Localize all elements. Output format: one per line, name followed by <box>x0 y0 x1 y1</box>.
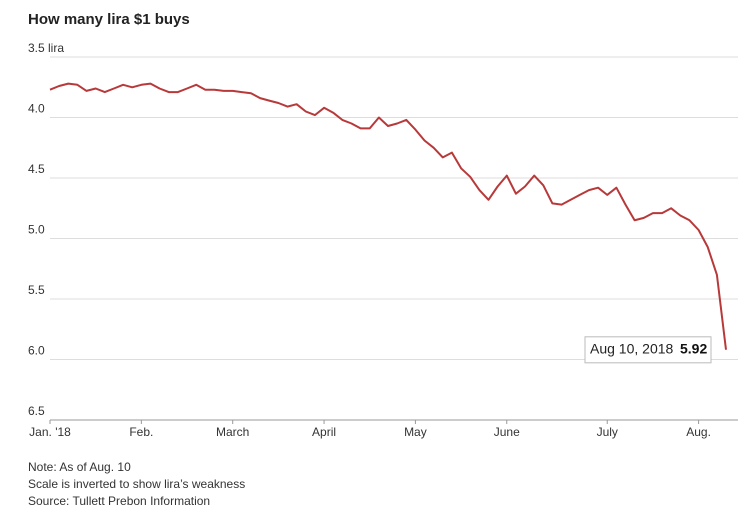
y-tick-label: 6.5 <box>28 404 45 418</box>
y-tick-label: 4.5 <box>28 162 45 176</box>
annotation-box <box>584 336 712 364</box>
x-tick-label: Feb. <box>129 425 153 439</box>
x-tick-label: July <box>597 425 618 439</box>
y-tick-label: 5.0 <box>28 223 45 237</box>
y-tick-label: 3.5 lira <box>28 41 64 55</box>
chart-title: How many lira $1 buys <box>28 11 190 28</box>
y-tick-label: 5.5 <box>28 283 45 297</box>
x-tick-label: June <box>494 425 520 439</box>
note: Scale is inverted to show lira’s weaknes… <box>28 477 245 491</box>
x-tick-label: March <box>216 425 249 439</box>
x-tick-label: Jan. '18 <box>29 425 71 439</box>
line <box>49 82 727 350</box>
note: Source: Tullett Prebon Information <box>28 494 210 508</box>
x-tick-label: May <box>404 425 427 439</box>
x-tick-label: April <box>312 425 336 439</box>
note: Note: As of Aug. 10 <box>28 460 131 474</box>
annotation-label: Aug 10, 2018 <box>590 341 674 357</box>
y-tick-label: 6.0 <box>28 344 45 358</box>
annotation-value: 5.92 <box>680 341 707 357</box>
x-tick-label: Aug. <box>686 425 711 439</box>
y-tick-label: 4.0 <box>28 102 45 116</box>
